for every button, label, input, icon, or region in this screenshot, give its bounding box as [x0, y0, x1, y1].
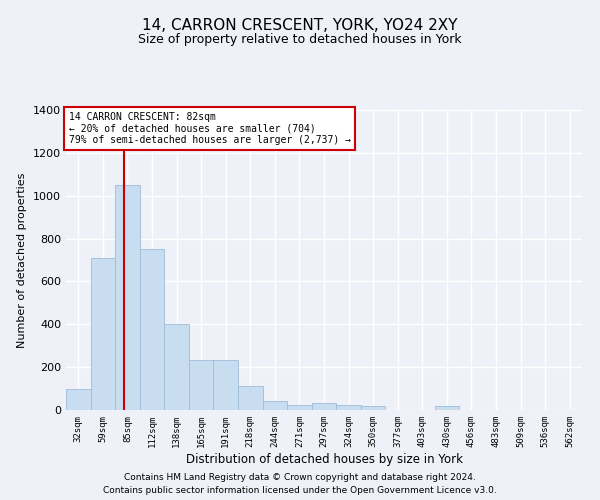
Bar — [312, 403, 336, 410]
Text: 14 CARRON CRESCENT: 82sqm
← 20% of detached houses are smaller (704)
79% of semi: 14 CARRON CRESCENT: 82sqm ← 20% of detac… — [68, 112, 350, 144]
Text: Size of property relative to detached houses in York: Size of property relative to detached ho… — [138, 32, 462, 46]
Bar — [263, 402, 287, 410]
Bar — [434, 406, 459, 410]
Bar — [214, 360, 238, 410]
Bar — [336, 406, 361, 410]
Bar — [361, 406, 385, 410]
Text: 14, CARRON CRESCENT, YORK, YO24 2XY: 14, CARRON CRESCENT, YORK, YO24 2XY — [142, 18, 458, 32]
Bar — [238, 386, 263, 410]
Text: Contains HM Land Registry data © Crown copyright and database right 2024.: Contains HM Land Registry data © Crown c… — [124, 472, 476, 482]
Bar — [66, 388, 91, 410]
Y-axis label: Number of detached properties: Number of detached properties — [17, 172, 28, 348]
X-axis label: Distribution of detached houses by size in York: Distribution of detached houses by size … — [185, 452, 463, 466]
Bar — [140, 250, 164, 410]
Text: Contains public sector information licensed under the Open Government Licence v3: Contains public sector information licen… — [103, 486, 497, 495]
Bar — [91, 258, 115, 410]
Bar — [287, 406, 312, 410]
Bar — [189, 360, 214, 410]
Bar — [164, 324, 189, 410]
Bar — [115, 185, 140, 410]
